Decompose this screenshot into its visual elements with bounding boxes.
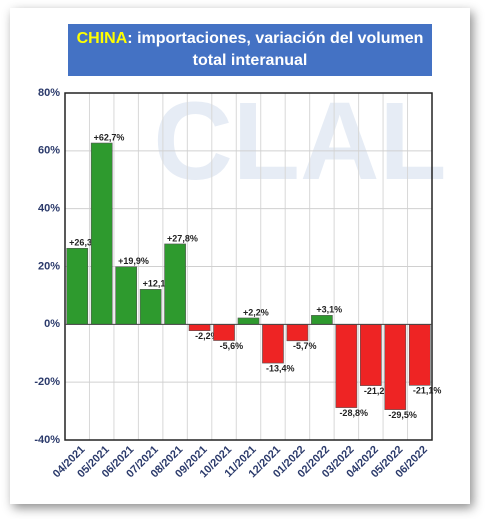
y-tick-label: 80% [38, 87, 60, 99]
value-label: +2,2% [243, 307, 269, 317]
value-label: +19,9% [118, 256, 149, 266]
value-label: -13,4% [266, 363, 295, 373]
value-label: +27,8% [167, 233, 198, 243]
value-label: +3,1% [316, 305, 342, 315]
chart-title: CHINA: importaciones, variación del volu… [68, 24, 432, 76]
bar [237, 317, 260, 325]
value-label: -21,1% [413, 386, 442, 396]
watermark: CLAL [153, 80, 446, 203]
bar [213, 324, 235, 341]
plot-frame [64, 92, 433, 441]
value-label: +62,7% [94, 132, 125, 142]
bar [360, 324, 382, 386]
bar [66, 247, 89, 325]
value-label: -28,8% [339, 408, 368, 418]
y-tick-label: 40% [38, 203, 60, 215]
value-label: -5,7% [293, 341, 317, 351]
value-label: -29,5% [388, 410, 417, 420]
bar [408, 324, 431, 386]
bar [262, 324, 284, 364]
bar [188, 324, 211, 331]
value-label: +12,1% [143, 279, 174, 289]
bar [384, 324, 407, 410]
bar [139, 289, 162, 325]
value-label: +26,3% [69, 238, 100, 248]
bar [286, 324, 309, 342]
value-label: -5,6% [220, 341, 244, 351]
bar [335, 324, 358, 408]
y-tick-label: -40% [34, 434, 60, 446]
y-tick-label: 20% [38, 260, 60, 272]
bar [164, 243, 186, 325]
bar [90, 142, 113, 325]
value-label: -2,2% [195, 331, 219, 341]
title-highlight: CHINA [76, 30, 128, 47]
value-label: -21,2% [364, 386, 393, 396]
title-rest: : importaciones, variación del volumen t… [127, 30, 424, 69]
y-tick-label: 0% [44, 318, 60, 330]
bar [115, 266, 137, 325]
y-tick-label: 60% [38, 145, 60, 157]
y-tick-label: -20% [34, 376, 60, 388]
bar [311, 315, 333, 325]
